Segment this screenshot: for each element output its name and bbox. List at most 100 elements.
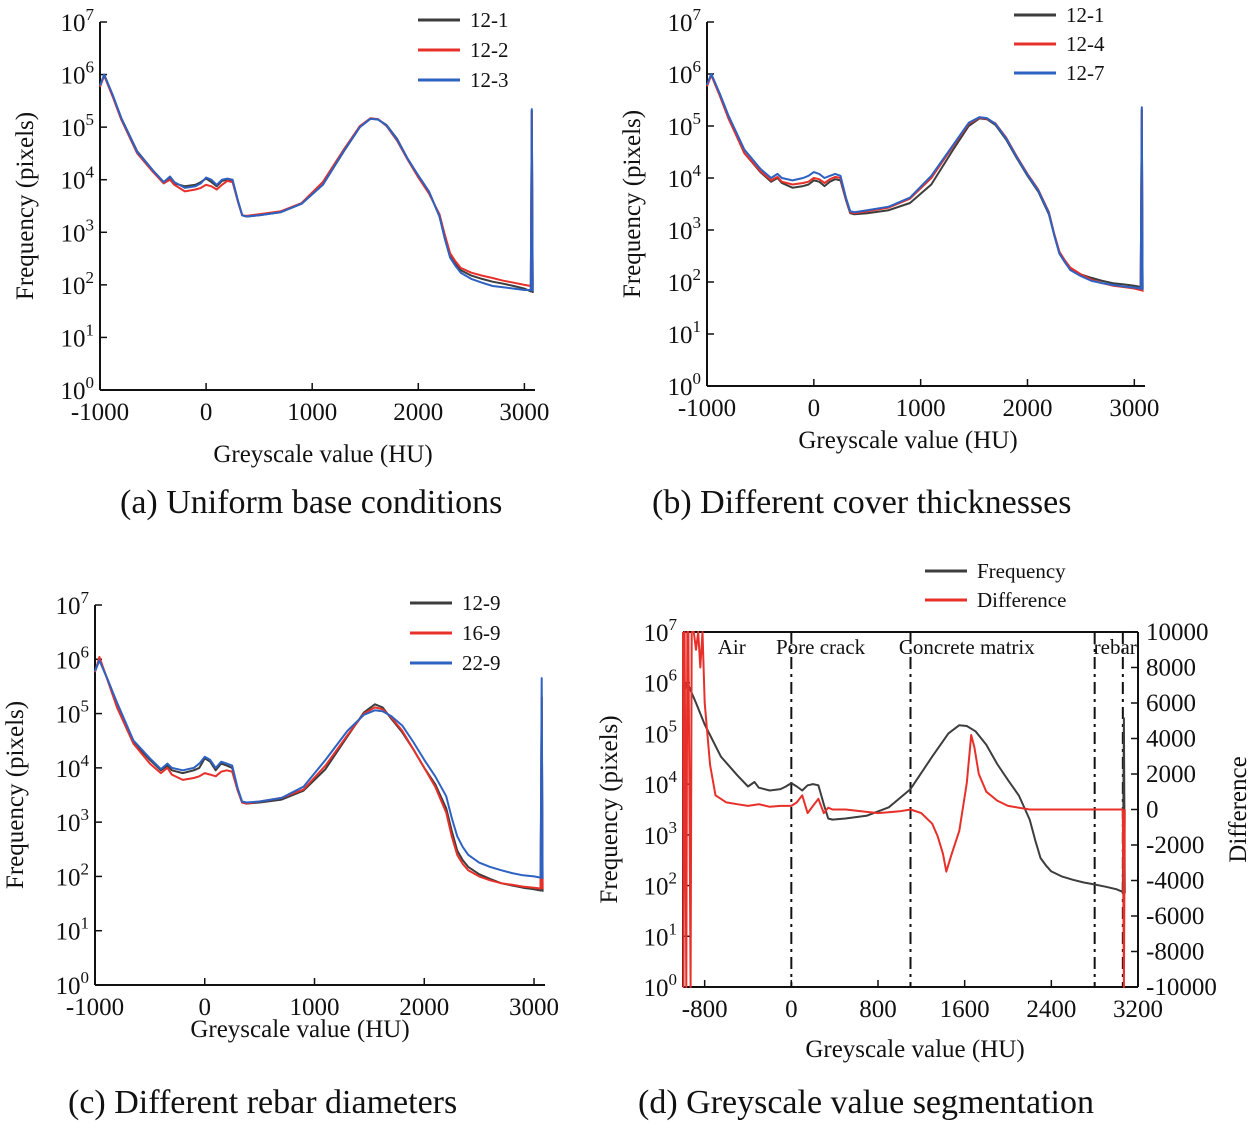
legend-label: Frequency bbox=[977, 559, 1066, 583]
y-tick-label: 106 bbox=[644, 666, 678, 698]
y-axis-label: Frequency (pixels) bbox=[619, 110, 646, 298]
chart-panel-b: 100 101 102 103 104 105 106 107 -1000 0 1000 2000 30… bbox=[618, 0, 1255, 540]
x-tick-label: -1000 bbox=[66, 994, 124, 1021]
x-axis-label: Greyscale value (HU) bbox=[805, 1036, 1024, 1063]
x-tick-label: 1600 bbox=[940, 996, 990, 1023]
y-tick-label: 105 bbox=[644, 716, 678, 748]
y-axis-label: Frequency (pixels) bbox=[596, 715, 623, 903]
series-line-22-9 bbox=[94, 659, 544, 879]
y-tick-label: 104 bbox=[644, 767, 678, 799]
series-line-12-4 bbox=[706, 74, 1144, 292]
y-tick-label: 105 bbox=[61, 110, 95, 142]
y-tick-label: 104 bbox=[61, 163, 95, 195]
x-tick-label: 1000 bbox=[896, 395, 946, 422]
series-line-12-9 bbox=[94, 658, 544, 892]
series-line-12-3 bbox=[99, 73, 534, 292]
legend-label: 12-7 bbox=[1066, 61, 1105, 85]
y-tick-label: 101 bbox=[61, 320, 95, 352]
chart-b: 100 101 102 103 104 105 106 107 -1000 0 1000 2000 30… bbox=[619, 3, 1159, 454]
legend-label: 12-1 bbox=[470, 8, 509, 32]
y-tick-label: 103 bbox=[61, 215, 95, 247]
caption-a: (a) Uniform base conditions bbox=[120, 484, 503, 521]
legend-label: 16-9 bbox=[462, 621, 501, 645]
zone-label: Concrete matrix bbox=[899, 635, 1035, 659]
y2-tick-label: -2000 bbox=[1146, 832, 1204, 859]
y-tick-label: 102 bbox=[56, 859, 90, 891]
zone-label: Pore crack bbox=[776, 635, 866, 659]
y2-tick-label: 4000 bbox=[1146, 726, 1196, 753]
y2-tick-label: -10000 bbox=[1146, 974, 1217, 1001]
caption-c: (c) Different rebar diameters bbox=[68, 1084, 458, 1121]
y2-tick-label: -6000 bbox=[1146, 903, 1204, 930]
series-line-16-9 bbox=[94, 656, 544, 890]
y-tick-label: 100 bbox=[668, 369, 702, 401]
x-tick-label: 0 bbox=[808, 395, 821, 422]
y2-tick-label: 8000 bbox=[1146, 655, 1196, 682]
y-tick-label: 101 bbox=[668, 317, 702, 349]
x-tick-label: -1000 bbox=[678, 395, 736, 422]
y2-tick-label: -4000 bbox=[1146, 868, 1204, 895]
x-tick-label: 2000 bbox=[399, 994, 449, 1021]
y2-tick-label: 6000 bbox=[1146, 690, 1196, 717]
series-line-12-2 bbox=[99, 74, 534, 288]
y-tick-label: 103 bbox=[644, 818, 678, 850]
x-tick-label: -1000 bbox=[71, 399, 129, 426]
x-tick-label: 2000 bbox=[1002, 395, 1052, 422]
y2-tick-label: -8000 bbox=[1146, 939, 1204, 966]
legend-label: 12-1 bbox=[1066, 3, 1105, 27]
caption-d: (d) Greyscale value segmentation bbox=[638, 1084, 1094, 1121]
x-tick-label: 2400 bbox=[1026, 996, 1076, 1023]
y-axis-label: Frequency (pixels) bbox=[12, 112, 39, 300]
chart-panel-a: 100 101 102 103 104 105 106 107 -1000 0 1000 2000 30… bbox=[0, 0, 620, 540]
y-tick-label: 107 bbox=[56, 588, 90, 620]
y2-tick-label: 2000 bbox=[1146, 761, 1196, 788]
y-tick-label: 107 bbox=[644, 615, 678, 647]
series-line-difference bbox=[682, 631, 1126, 988]
x-tick-label: 0 bbox=[785, 996, 798, 1023]
y-tick-label: 101 bbox=[56, 914, 90, 946]
x-axis-label: Greyscale value (HU) bbox=[798, 427, 1017, 454]
series-line-frequency bbox=[682, 681, 1126, 894]
y-tick-label: 100 bbox=[56, 968, 90, 1000]
y-tick-label: 104 bbox=[668, 161, 702, 193]
y-tick-label: 102 bbox=[668, 265, 702, 297]
y-axis-label: Frequency (pixels) bbox=[2, 701, 29, 889]
y-tick-label: 102 bbox=[644, 869, 678, 901]
y2-tick-label: 10000 bbox=[1146, 619, 1209, 646]
legend-label: 12-4 bbox=[1066, 32, 1105, 56]
chart-panel-d: 100 101 102 103 104 105 106 107 -800 0 800 1600 2400… bbox=[595, 555, 1255, 1075]
y2-axis-label: Difference bbox=[1225, 756, 1252, 862]
y-tick-label: 105 bbox=[668, 109, 702, 141]
series-line-12-7 bbox=[706, 73, 1144, 291]
x-tick-label: 1000 bbox=[287, 399, 337, 426]
chart-panel-c: 100 101 102 103 104 105 106 107 -1000 0 1000 2000 30… bbox=[0, 575, 600, 1075]
zone-label: rebar bbox=[1094, 635, 1137, 659]
x-tick-label: 3200 bbox=[1113, 996, 1163, 1023]
y2-tick-label: 0 bbox=[1146, 797, 1159, 824]
x-tick-label: 0 bbox=[200, 399, 213, 426]
x-tick-label: 2000 bbox=[393, 399, 443, 426]
y-tick-label: 103 bbox=[668, 213, 702, 245]
caption-b: (b) Different cover thicknesses bbox=[652, 484, 1072, 521]
y-tick-label: 107 bbox=[61, 5, 95, 37]
chart-a: 100 101 102 103 104 105 106 107 -1000 0 1000 2000 30… bbox=[12, 5, 549, 468]
y-tick-label: 102 bbox=[61, 268, 95, 300]
y-tick-label: 107 bbox=[668, 5, 702, 37]
zone-label: Air bbox=[718, 635, 746, 659]
legend-label: 12-3 bbox=[470, 68, 509, 92]
y-tick-label: 100 bbox=[644, 970, 678, 1002]
y-tick-label: 106 bbox=[61, 58, 95, 90]
x-tick-label: 0 bbox=[199, 994, 212, 1021]
chart-c: 100 101 102 103 104 105 106 107 -1000 0 1000 2000 30… bbox=[2, 588, 559, 1043]
legend-label: Difference bbox=[977, 588, 1066, 612]
x-tick-label: 1000 bbox=[290, 994, 340, 1021]
y-tick-label: 105 bbox=[56, 697, 90, 729]
x-tick-label: 3000 bbox=[499, 399, 549, 426]
y-tick-label: 101 bbox=[644, 919, 678, 951]
x-tick-label: -800 bbox=[682, 996, 728, 1023]
legend-label: 12-2 bbox=[470, 38, 509, 62]
x-axis-label: Greyscale value (HU) bbox=[213, 441, 432, 468]
y-tick-label: 103 bbox=[56, 805, 90, 837]
y-tick-label: 100 bbox=[61, 373, 95, 405]
